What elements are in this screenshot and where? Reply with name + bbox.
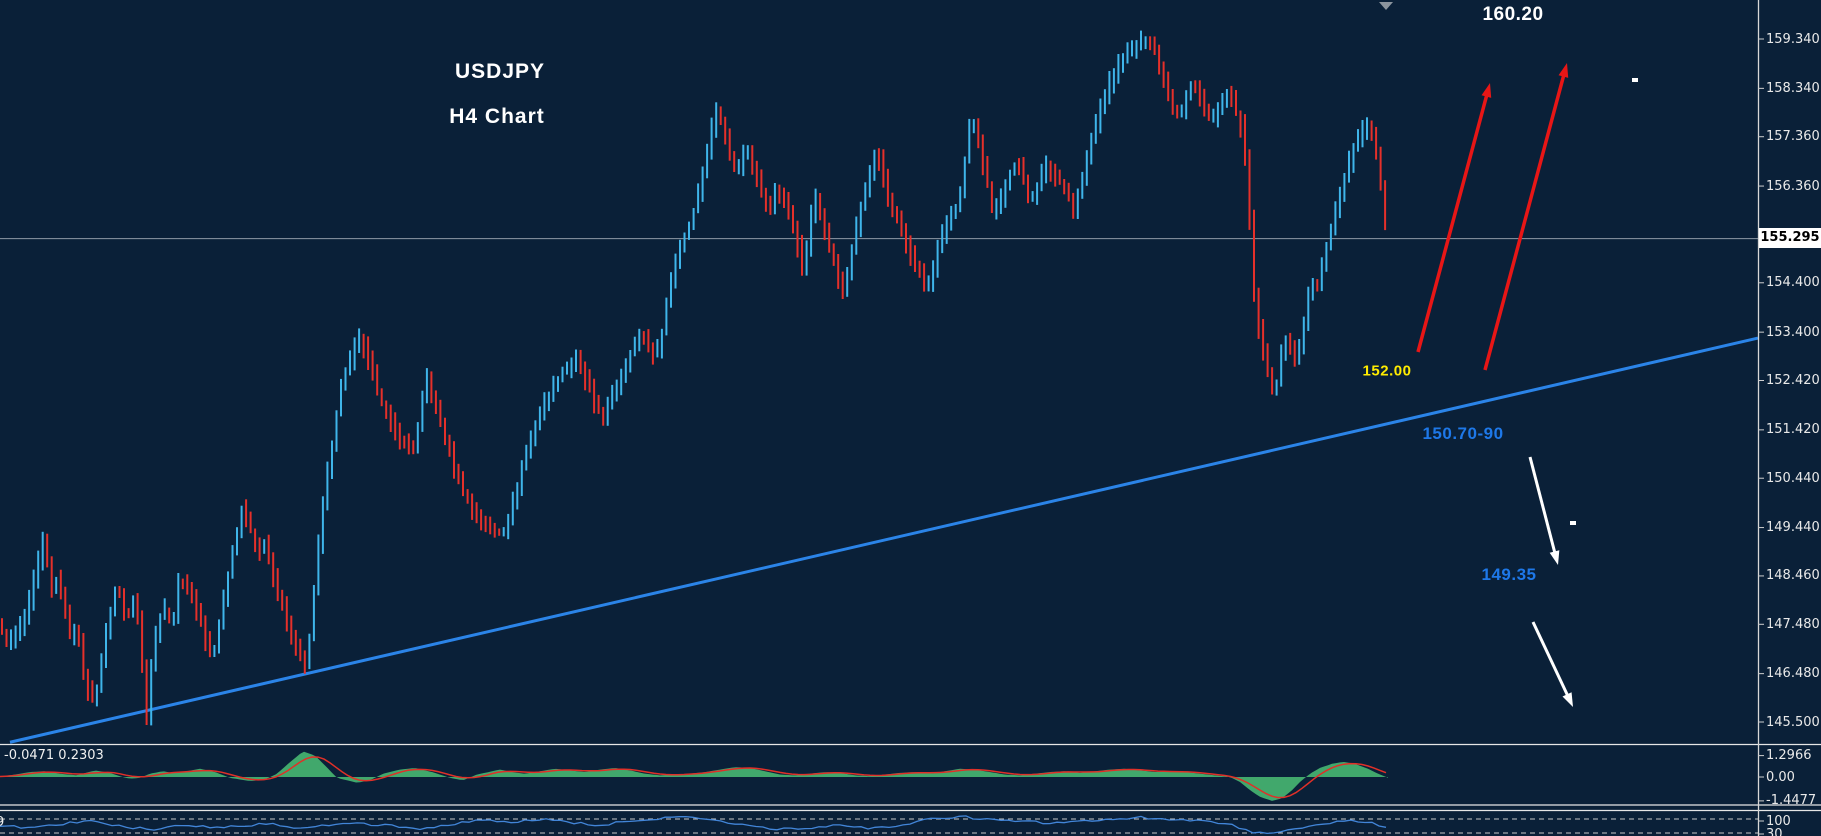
- price-tick-label: 146.480: [1766, 666, 1820, 682]
- trend-arrow[interactable]: [1483, 69, 1567, 371]
- scroll-marker-icon[interactable]: [1379, 2, 1393, 10]
- osma-histogram-area: [0, 751, 1388, 801]
- price-tick-label: 148.460: [1766, 568, 1820, 584]
- dot-mark: [1632, 78, 1638, 82]
- price-tick-label: 149.440: [1766, 520, 1820, 536]
- price-tick-label: 145.500: [1766, 714, 1820, 730]
- trend-arrow-head: [1481, 83, 1492, 98]
- price-tick-label: 151.420: [1766, 422, 1820, 438]
- price-tick-label: 147.480: [1766, 616, 1820, 632]
- indicator2-period-label: 9: [0, 815, 5, 830]
- price-annotation-target-lower: 149.35: [1481, 565, 1537, 584]
- oscillator-line: [0, 815, 1387, 835]
- price-annotation-support: 152.00: [1362, 362, 1412, 380]
- indicator1-scale-label: -1.4477: [1766, 793, 1817, 809]
- price-tick-label: 152.420: [1766, 373, 1820, 388]
- price-tick-label: 153.400: [1766, 324, 1820, 340]
- price-tick-label: 157.360: [1766, 129, 1820, 145]
- indicator1-scale-label: 1.2966: [1766, 748, 1812, 764]
- trend-arrow[interactable]: [1531, 621, 1572, 702]
- price-tick-label: 158.340: [1766, 80, 1820, 96]
- trend-arrow-head: [1562, 692, 1573, 707]
- chart-title-timeframe: H4 Chart: [449, 105, 545, 128]
- trend-arrow-head: [1549, 550, 1560, 565]
- indicator2-scale-label: 100: [1766, 813, 1791, 829]
- ascending-trendline[interactable]: [9, 336, 1759, 744]
- dot-mark: [1570, 521, 1576, 525]
- price-annotation-zone: 150.70-90: [1422, 424, 1504, 443]
- trend-arrow[interactable]: [1528, 456, 1558, 559]
- trend-arrow-head: [1558, 63, 1569, 78]
- indicator-values-label: -0.0471 0.2303: [4, 748, 104, 763]
- price-bars: [1, 30, 1387, 726]
- indicator1-scale-label: 0.00: [1766, 769, 1795, 785]
- chart-title-symbol: USDJPY: [454, 60, 546, 83]
- price-tick-label: 156.360: [1766, 178, 1820, 194]
- price-annotation-target-upper: 160.20: [1482, 4, 1544, 25]
- indicator2-scale-label: 30: [1766, 826, 1783, 836]
- current-price-tag: 155.295: [1759, 228, 1821, 248]
- price-tick-label: 154.400: [1766, 275, 1820, 291]
- osma-signal-line: [0, 756, 1387, 799]
- price-tick-label: 150.440: [1766, 470, 1820, 486]
- trend-arrow[interactable]: [1416, 89, 1490, 353]
- price-tick-label: 159.340: [1766, 31, 1820, 47]
